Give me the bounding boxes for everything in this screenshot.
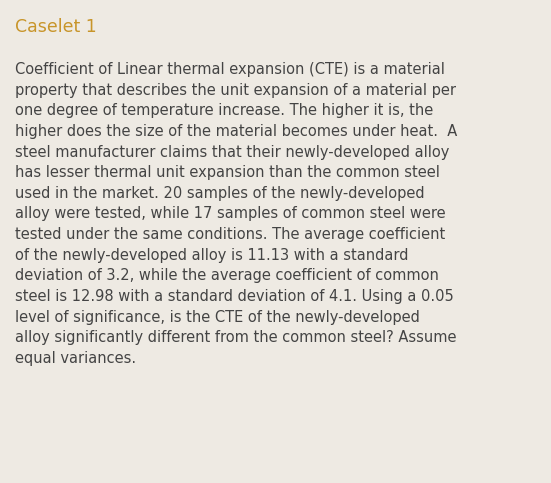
Text: Caselet 1: Caselet 1 xyxy=(15,18,97,36)
Text: Coefficient of Linear thermal expansion (CTE) is a material
property that descri: Coefficient of Linear thermal expansion … xyxy=(15,62,457,366)
